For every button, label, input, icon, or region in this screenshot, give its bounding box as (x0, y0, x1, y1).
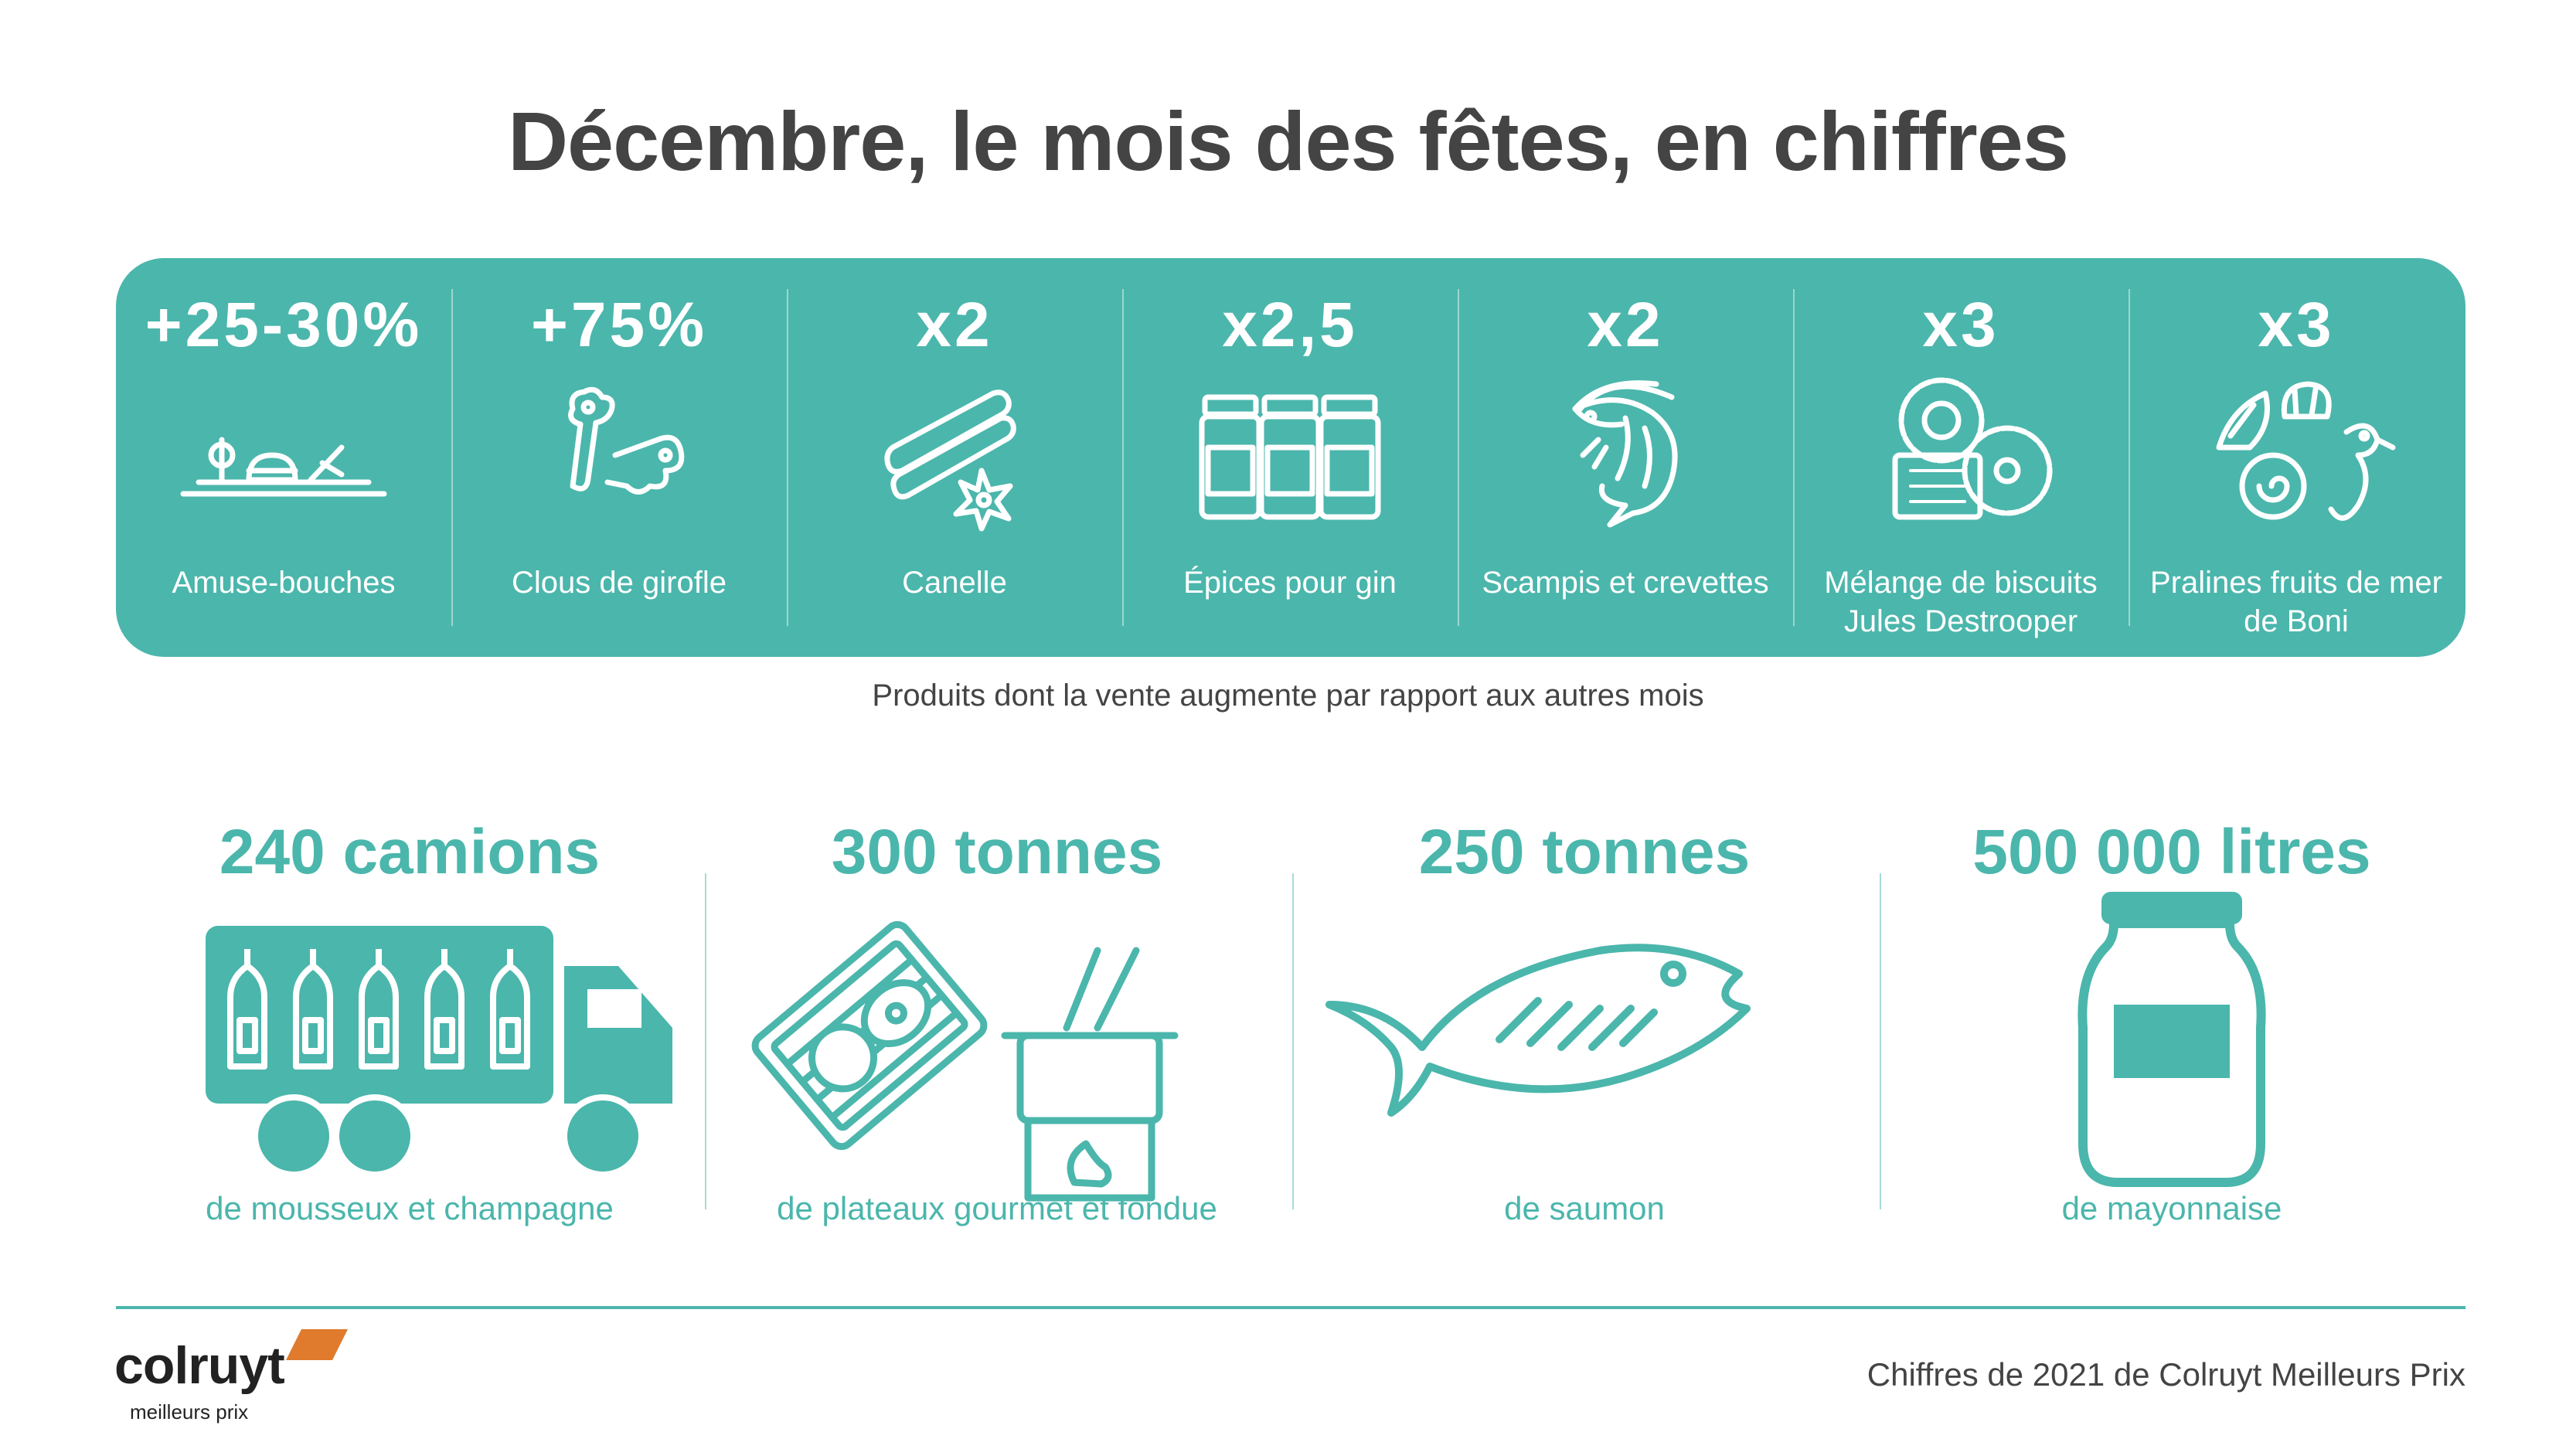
band-label: Mélange de biscuits Jules Destrooper (1824, 566, 2098, 638)
band-item-biscuits: x3 Mélange de biscuits Jules Destrooper (1793, 258, 2129, 657)
band-item-canelle: x2 Canelle (787, 258, 1122, 657)
band-value: x2 (916, 290, 993, 360)
stat-divider (1880, 873, 1881, 1209)
fish-icon (1325, 944, 1751, 1117)
stat-label: de mousseux et champagne (206, 1190, 614, 1226)
stat-value: 300 tonnes (831, 817, 1163, 887)
band-value: +25-30% (145, 290, 423, 360)
band-item-pralines: x3 Pralines fruits de mer de Boni (2129, 258, 2464, 657)
stat-label: de plateaux gourmet et fondue (777, 1190, 1217, 1226)
amuse-bouche-icon (180, 437, 387, 497)
stat-divider (705, 873, 706, 1209)
band-divider (787, 289, 788, 626)
band-label: Scampis et crevettes (1482, 566, 1769, 600)
band-divider (451, 289, 453, 626)
band-caption: Produits dont la vente augmente par rapp… (872, 679, 1704, 713)
clove-icon (568, 386, 685, 495)
stat-value: 500 000 litres (1972, 817, 2371, 887)
band-divider (2129, 289, 2130, 626)
band-label: Canelle (902, 566, 1007, 600)
logo-mark-icon (286, 1329, 348, 1360)
band-label: Amuse-bouches (172, 566, 396, 600)
spice-jars-icon (1199, 394, 1381, 520)
shrimp-icon (1572, 380, 1678, 528)
jar-icon (2077, 892, 2266, 1187)
source-note: Chiffres de 2021 de Colruyt Meilleurs Pr… (1866, 1356, 2465, 1393)
stat-item-saumon: 250 tonnes de saumon (1291, 804, 1878, 1236)
grill-fondue-icon (751, 920, 1179, 1202)
colruyt-logo[interactable]: colruyt meilleurs prix (114, 1329, 362, 1430)
seashell-pralines-icon (2216, 381, 2396, 521)
band-label: Épices pour gin (1183, 566, 1397, 600)
band-item-epices-pour-gin: x2,5 Épices pour gin (1122, 258, 1458, 657)
band-divider (1122, 289, 1124, 626)
band-value: x3 (2258, 290, 2335, 360)
logo-wordmark: colruyt (114, 1336, 285, 1395)
stat-divider (1292, 873, 1294, 1209)
band-value: x2 (1587, 290, 1664, 360)
stat-label: de saumon (1504, 1190, 1665, 1226)
truck-bottles-icon (206, 926, 672, 1178)
band-value: x2,5 (1222, 290, 1358, 360)
biscuits-icon (1892, 377, 2053, 520)
band-item-amuse-bouches: +25-30% Amuse-bouches (116, 258, 451, 657)
band-divider (1793, 289, 1795, 626)
stat-value: 240 camions (219, 817, 601, 887)
stat-item-mayonnaise: 500 000 litres de mayonnaise (1878, 804, 2465, 1236)
page-title: Décembre, le mois des fêtes, en chiffres (508, 94, 2069, 188)
band-value: +75% (530, 290, 707, 360)
band-item-clous-de-girofle: +75% Clous de girofle (451, 258, 787, 657)
stat-label: de mayonnaise (2061, 1190, 2282, 1226)
products-band: +25-30% Amuse-bouches +75% Clous de giro… (116, 258, 2465, 657)
band-value: x3 (1922, 290, 1999, 360)
band-divider (1458, 289, 1459, 626)
band-label: Clous de girofle (512, 566, 727, 600)
stat-item-camions: 240 camions de mousseux et champagne (116, 804, 703, 1236)
footer-divider (116, 1306, 2465, 1309)
logo-tagline: meilleurs prix (130, 1400, 249, 1423)
band-item-scampis: x2 Scampis et crevettes (1458, 258, 1793, 657)
stat-item-plateaux: 300 tonnes de plateaux gourmet et fondue (703, 804, 1291, 1236)
stat-value: 250 tonnes (1418, 817, 1751, 887)
band-label: Pralines fruits de mer de Boni (2150, 566, 2442, 638)
cinnamon-icon (884, 389, 1016, 532)
